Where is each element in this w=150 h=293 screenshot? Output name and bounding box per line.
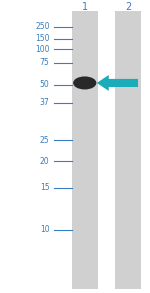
Text: 50: 50 — [40, 80, 50, 89]
Text: 150: 150 — [35, 35, 50, 43]
Text: 1: 1 — [82, 2, 88, 12]
Text: 15: 15 — [40, 183, 50, 193]
Bar — [115, 11, 141, 289]
Text: 20: 20 — [40, 157, 50, 166]
Text: 100: 100 — [35, 45, 50, 54]
Text: 75: 75 — [40, 58, 50, 67]
Text: 250: 250 — [35, 22, 50, 31]
Text: 10: 10 — [40, 225, 50, 234]
Text: 2: 2 — [125, 2, 131, 12]
Ellipse shape — [73, 76, 96, 89]
Text: 37: 37 — [40, 98, 50, 107]
FancyArrow shape — [97, 75, 138, 91]
Text: 25: 25 — [40, 136, 50, 145]
Bar — [72, 11, 98, 289]
